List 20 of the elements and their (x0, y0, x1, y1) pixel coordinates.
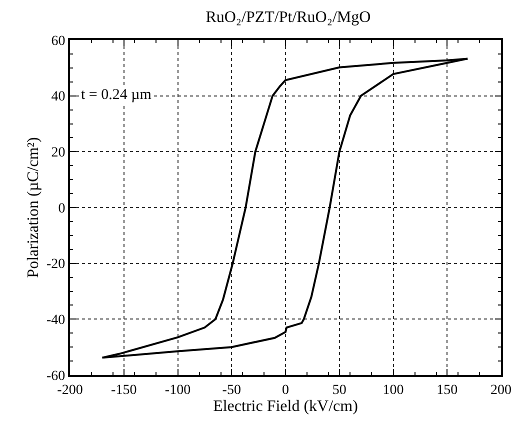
x-tick-label: -100 (164, 382, 191, 398)
y-tick-label: -20 (46, 257, 66, 272)
y-tick-label: -60 (46, 368, 66, 384)
y-tick-label: 20 (51, 146, 66, 161)
x-tick-label: 200 (490, 382, 512, 398)
y-axis-title: Polarization (µC/cm²) (24, 137, 42, 278)
x-tick-label: -150 (111, 382, 137, 398)
y-tick-label: 60 (51, 34, 66, 49)
x-tick-label: 100 (382, 382, 404, 398)
x-tick-label: 0 (282, 382, 289, 398)
annotation: t = 0.24 µm (81, 87, 152, 103)
x-axis-title: Electric Field (kV/cm) (213, 398, 358, 415)
y-tick-label: -40 (46, 313, 66, 328)
x-tick-label: -200 (57, 382, 83, 398)
x-tick-label: 150 (436, 382, 458, 398)
y-tick-label: 0 (58, 201, 66, 216)
chart-title: RuO₂/PZT/Pt/RuO₂/MgO (206, 8, 371, 26)
y-tick-label: 40 (51, 90, 66, 105)
x-tick-label: 50 (332, 382, 346, 398)
x-tick-label: -50 (222, 382, 241, 398)
